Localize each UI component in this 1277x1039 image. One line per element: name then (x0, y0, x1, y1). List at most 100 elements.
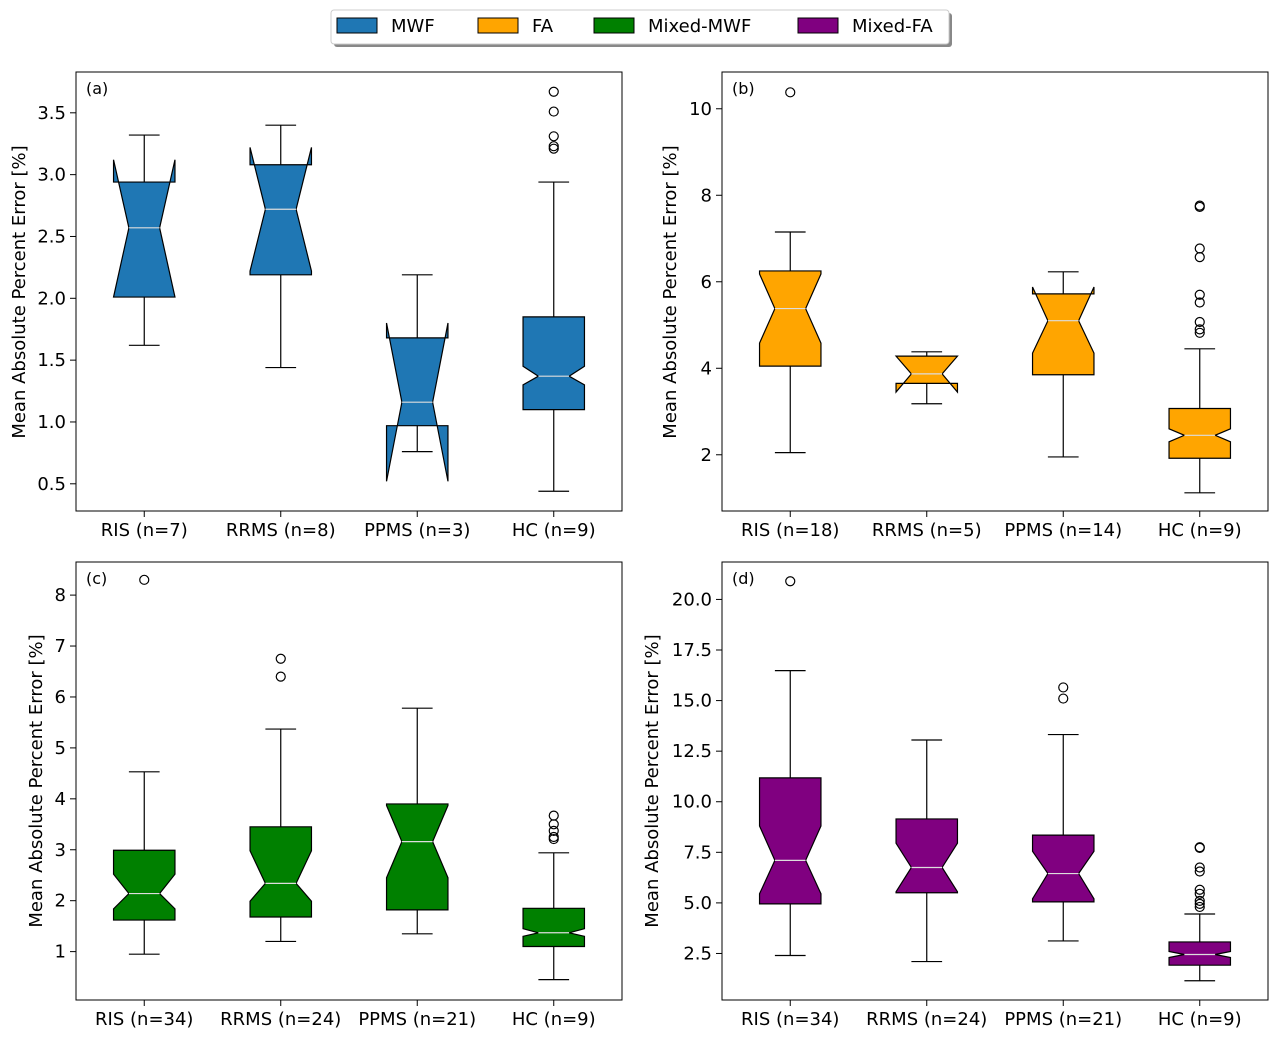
x-tick-label: RIS (n=7) (101, 520, 188, 541)
y-tick-label: 12.5 (672, 741, 712, 762)
outlier-point (1194, 862, 1205, 873)
outlier-point (275, 671, 286, 682)
outlier-point (1194, 901, 1205, 913)
x-tick-label: PPMS (n=3) (364, 520, 470, 541)
y-tick-label: 2.5 (683, 943, 712, 964)
y-tick-label: 4 (701, 358, 712, 379)
y-tick-label: 7.5 (683, 842, 712, 863)
outlier-point (1194, 898, 1205, 910)
outlier-point (785, 576, 796, 587)
outlier-point (548, 825, 559, 837)
axes-frame (75, 71, 623, 512)
box (1168, 941, 1232, 966)
legend-swatch-fa (477, 17, 519, 34)
outlier-point (1194, 327, 1205, 338)
x-tick-label: RRMS (n=24) (866, 1009, 987, 1030)
outlier-point (1194, 324, 1205, 335)
x-tick-label: PPMS (n=14) (1004, 520, 1122, 541)
panel-label-a: (a) (86, 79, 108, 98)
outlier-point (1194, 297, 1205, 308)
y-tick-label: 10.0 (672, 792, 712, 813)
y-axis-label-a: Mean Absolute Percent Error [%] (9, 145, 30, 438)
box (895, 818, 959, 894)
outlier-point (1194, 888, 1205, 899)
outlier-point (785, 87, 796, 98)
box (522, 907, 586, 948)
y-tick-label: 1 (55, 942, 66, 963)
outlier-point (1058, 682, 1069, 693)
box (758, 270, 822, 367)
panel-a: (a) Mean Absolute Percent Error [%] 0.5 1… (9, 71, 623, 541)
y-tick-label: 17.5 (672, 640, 712, 661)
outlier-point (1194, 316, 1205, 328)
outlier-point (1194, 252, 1205, 263)
x-tick-label: HC (n=9) (512, 520, 596, 541)
x-tick-label: RIS (n=18) (741, 520, 839, 541)
outlier-point (548, 143, 559, 154)
y-tick-label: 8 (701, 185, 712, 206)
y-tick-label: 3.0 (37, 165, 66, 186)
outlier-point (548, 106, 559, 117)
x-tick-label: HC (n=9) (1158, 520, 1242, 541)
y-tick-label: 3.5 (37, 103, 66, 124)
y-tick-label: 15.0 (672, 691, 712, 712)
box (112, 849, 176, 921)
box (1031, 834, 1095, 903)
y-tick-label: 6 (701, 272, 712, 293)
y-axis-label-d: Mean Absolute Percent Error [%] (642, 634, 663, 927)
outlier-point (1194, 895, 1205, 906)
outlier-point (1194, 289, 1205, 300)
y-tick-label: 2.0 (37, 288, 66, 309)
y-tick-label: 5 (55, 738, 66, 759)
y-tick-label: 0.5 (37, 474, 66, 495)
y-tick-label: 20.0 (672, 589, 712, 610)
x-tick-label: PPMS (n=21) (358, 1009, 476, 1030)
legend-label-fa: FA (532, 16, 554, 37)
legend-swatch-mixed-fa (797, 17, 839, 34)
box (112, 159, 176, 298)
outlier-point (1194, 842, 1205, 853)
outlier-point (548, 141, 559, 152)
axes-frame (75, 561, 623, 1001)
outlier-point (548, 810, 559, 821)
outlier-point (139, 574, 150, 585)
axes-frame (721, 561, 1269, 1001)
y-tick-label: 5.0 (683, 893, 712, 914)
legend-swatch-mwf (336, 17, 378, 34)
outlier-point (275, 653, 286, 664)
outlier-point (1194, 866, 1205, 877)
y-tick-label: 6 (55, 687, 66, 708)
outlier-point (548, 86, 559, 97)
x-tick-label: RIS (n=34) (741, 1009, 839, 1030)
x-tick-label: HC (n=9) (1158, 1009, 1242, 1030)
box (249, 147, 313, 276)
y-tick-label: 2.5 (37, 226, 66, 247)
y-tick-label: 7 (55, 636, 66, 657)
box (758, 777, 822, 905)
legend: MWF FA Mixed-MWF Mixed-FA (330, 9, 952, 47)
y-axis-label-b: Mean Absolute Percent Error [%] (660, 145, 681, 438)
y-tick-label: 8 (55, 585, 66, 606)
box (385, 803, 449, 911)
outlier-point (548, 831, 559, 843)
box (1031, 286, 1095, 376)
panel-label-b: (b) (732, 79, 755, 98)
outlier-point (548, 819, 559, 830)
x-tick-label: HC (n=9) (512, 1009, 596, 1030)
axes-frame (721, 71, 1269, 512)
panel-label-c: (c) (86, 569, 107, 588)
box (249, 826, 313, 918)
outlier-point (1194, 884, 1205, 895)
y-tick-label: 1.5 (37, 350, 66, 371)
panel-c: (c) Mean Absolute Percent Error [%] 1 2 3 4… (26, 561, 623, 1030)
y-tick-label: 2 (701, 445, 712, 466)
panel-d: (d) Mean Absolute Percent Error [%] 2.5 5… (642, 561, 1269, 1030)
outlier-point (1194, 243, 1205, 254)
outlier-point (1194, 200, 1205, 211)
y-tick-label: 1.0 (37, 412, 66, 433)
x-tick-label: RIS (n=34) (95, 1009, 193, 1030)
legend-label-mixed-mwf: Mixed-MWF (648, 16, 751, 37)
outlier-point (1058, 693, 1069, 704)
panel-label-d: (d) (732, 569, 755, 588)
y-tick-label: 10 (689, 99, 712, 120)
